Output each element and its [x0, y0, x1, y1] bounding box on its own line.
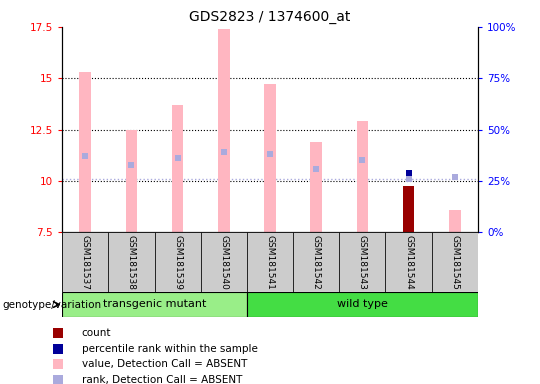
Text: GSM181544: GSM181544	[404, 235, 413, 290]
Text: count: count	[82, 328, 111, 338]
Text: GSM181542: GSM181542	[312, 235, 321, 290]
Bar	[449, 210, 461, 232]
Bar	[218, 29, 230, 232]
Bar	[403, 186, 414, 232]
Bar	[356, 121, 368, 232]
FancyBboxPatch shape	[293, 232, 339, 292]
Text: genotype/variation: genotype/variation	[3, 300, 102, 310]
Text: rank, Detection Call = ABSENT: rank, Detection Call = ABSENT	[82, 375, 242, 384]
FancyBboxPatch shape	[339, 232, 386, 292]
Bar	[403, 186, 414, 232]
Text: transgenic mutant: transgenic mutant	[103, 299, 206, 310]
Text: value, Detection Call = ABSENT: value, Detection Call = ABSENT	[82, 359, 247, 369]
Text: GSM181539: GSM181539	[173, 235, 182, 290]
Text: GSM181543: GSM181543	[358, 235, 367, 290]
Text: GSM181545: GSM181545	[450, 235, 460, 290]
Bar	[126, 129, 137, 232]
FancyBboxPatch shape	[431, 232, 478, 292]
Bar	[310, 142, 322, 232]
Bar	[172, 105, 184, 232]
Text: GSM181540: GSM181540	[219, 235, 228, 290]
Bar	[264, 84, 276, 232]
Text: GSM181537: GSM181537	[80, 235, 90, 290]
FancyBboxPatch shape	[247, 292, 478, 317]
Title: GDS2823 / 1374600_at: GDS2823 / 1374600_at	[190, 10, 350, 25]
Text: GSM181541: GSM181541	[266, 235, 274, 290]
Bar	[79, 72, 91, 232]
FancyBboxPatch shape	[247, 232, 293, 292]
Text: percentile rank within the sample: percentile rank within the sample	[82, 344, 258, 354]
Text: wild type: wild type	[337, 299, 388, 310]
FancyBboxPatch shape	[62, 292, 247, 317]
FancyBboxPatch shape	[154, 232, 201, 292]
Text: GSM181538: GSM181538	[127, 235, 136, 290]
FancyBboxPatch shape	[62, 232, 109, 292]
FancyBboxPatch shape	[62, 232, 478, 292]
FancyBboxPatch shape	[109, 232, 154, 292]
FancyBboxPatch shape	[386, 232, 431, 292]
FancyBboxPatch shape	[201, 232, 247, 292]
